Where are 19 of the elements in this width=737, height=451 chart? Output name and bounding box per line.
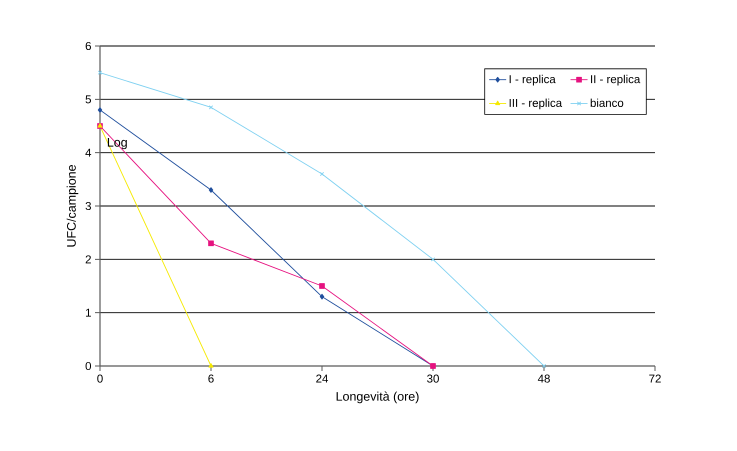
x-tick-label: 6 [208,374,214,383]
y-tick-label: 2 [86,255,91,264]
x-tick-label: 72 [649,374,661,383]
y-axis-title: UFC/campione [66,165,78,247]
x-tick-label: 0 [97,374,103,383]
x-tick-label: 24 [316,374,328,383]
legend-label: III - replica [510,98,562,110]
y-tick-label: 0 [86,362,92,370]
x-tick-label: 48 [538,374,550,383]
y-tick-label: 6 [86,42,91,50]
legend-label: bianco [590,98,624,107]
y-tick-label: 4 [85,148,92,157]
y-tick-label: 3 [86,202,91,210]
y-tick-label: 5 [86,95,91,104]
legend-label: I - replica [510,74,556,86]
x-tick-label: 30 [427,374,439,383]
x-axis-title: Longevità (ore) [336,391,419,404]
legend-label: II - replica [591,74,640,86]
y-tick-label: 1 [86,308,91,317]
